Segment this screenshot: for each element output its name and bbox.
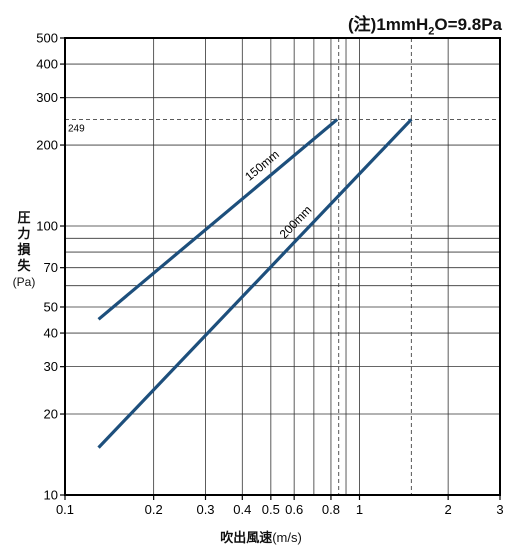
y-tick-label: 100	[36, 219, 58, 234]
x-tick-label: 0.4	[233, 502, 251, 517]
y-axis-unit: (Pa)	[12, 275, 36, 289]
y-tick-label: 200	[36, 138, 58, 153]
y-axis-label-char: 圧	[17, 210, 31, 225]
unit-note-prefix: (注)1mmH	[348, 15, 429, 34]
unit-note-suffix: O=9.8Pa	[434, 15, 502, 34]
reference-value-label: 249	[68, 123, 85, 134]
unit-note-subscript: 2	[428, 25, 435, 38]
x-tick-label: 1	[356, 502, 363, 517]
y-tick-label: 40	[44, 326, 58, 341]
x-axis-label: 吹出風速(m/s)	[0, 527, 522, 546]
unit-note: (注)1mmH2O=9.8Pa	[348, 10, 502, 37]
y-tick-label: 20	[44, 407, 58, 422]
x-axis-label-main: 吹出風速	[220, 530, 273, 545]
y-tick-label: 30	[44, 359, 58, 374]
series-line-150mm	[97, 118, 339, 321]
y-axis-label: 圧 力 損 失 (Pa)	[8, 210, 40, 290]
series-line-200mm	[97, 118, 413, 449]
reference-lines: 249	[65, 38, 500, 495]
series-lines: 150mm 200mm	[97, 118, 413, 449]
x-tick-label: 2	[445, 502, 452, 517]
y-tick-label: 300	[36, 90, 58, 105]
y-axis-label-char: 力	[17, 226, 31, 241]
x-axis-unit: (m/s)	[272, 530, 302, 545]
series-label-150mm: 150mm	[242, 147, 282, 183]
axis-ticks: 0.1 0.2 0.3 0.4 0.5 0.6 0.8 1 2 3 10 20 30 40 50 70 100 2…	[36, 31, 503, 518]
x-tick-label: 0.1	[56, 502, 74, 517]
y-tick-label: 70	[44, 260, 58, 275]
x-tick-label: 3	[496, 502, 503, 517]
x-tick-label: 0.2	[145, 502, 163, 517]
y-tick-label: 10	[44, 488, 58, 503]
y-tick-label: 400	[36, 57, 58, 72]
y-tick-label: 500	[36, 31, 58, 46]
grid	[64, 37, 501, 496]
plot-frame	[64, 37, 501, 496]
x-tick-label: 0.5	[262, 502, 280, 517]
y-axis-label-char: 損	[17, 242, 31, 257]
x-tick-label: 0.3	[196, 502, 214, 517]
x-tick-label: 0.8	[322, 502, 340, 517]
y-axis-label-char: 失	[17, 258, 31, 273]
y-tick-label: 50	[44, 299, 58, 314]
series-label-200mm: 200mm	[277, 203, 315, 242]
x-tick-label: 0.6	[285, 502, 303, 517]
